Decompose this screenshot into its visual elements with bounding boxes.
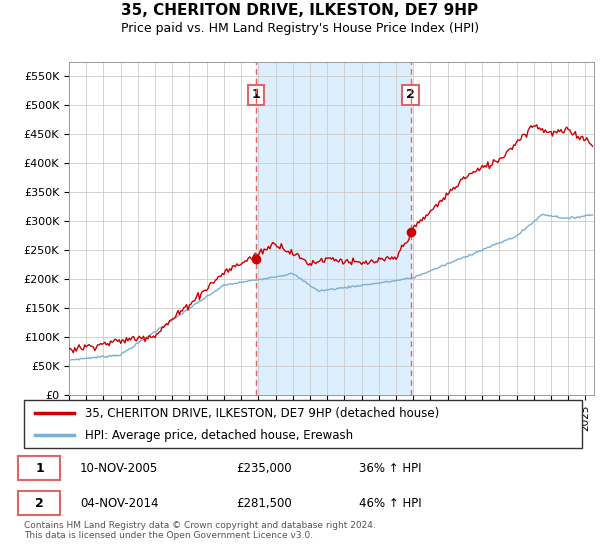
Text: 35, CHERITON DRIVE, ILKESTON, DE7 9HP (detached house): 35, CHERITON DRIVE, ILKESTON, DE7 9HP (d…: [85, 407, 440, 420]
FancyBboxPatch shape: [19, 456, 60, 480]
Text: 46% ↑ HPI: 46% ↑ HPI: [359, 497, 421, 510]
Text: Price paid vs. HM Land Registry's House Price Index (HPI): Price paid vs. HM Land Registry's House …: [121, 22, 479, 35]
Text: Contains HM Land Registry data © Crown copyright and database right 2024.
This d: Contains HM Land Registry data © Crown c…: [24, 521, 376, 540]
Text: 1: 1: [251, 88, 260, 101]
Bar: [256, 62, 410, 395]
Text: 35, CHERITON DRIVE, ILKESTON, DE7 9HP: 35, CHERITON DRIVE, ILKESTON, DE7 9HP: [121, 3, 479, 18]
FancyBboxPatch shape: [19, 491, 60, 515]
Text: HPI: Average price, detached house, Erewash: HPI: Average price, detached house, Erew…: [85, 428, 353, 442]
Text: £281,500: £281,500: [236, 497, 292, 510]
Text: 2: 2: [35, 497, 44, 510]
Text: 2: 2: [406, 88, 415, 101]
Text: 36% ↑ HPI: 36% ↑ HPI: [359, 462, 421, 475]
Text: 04-NOV-2014: 04-NOV-2014: [80, 497, 158, 510]
FancyBboxPatch shape: [24, 400, 582, 448]
Text: £235,000: £235,000: [236, 462, 292, 475]
Text: 1: 1: [35, 462, 44, 475]
Text: 10-NOV-2005: 10-NOV-2005: [80, 462, 158, 475]
